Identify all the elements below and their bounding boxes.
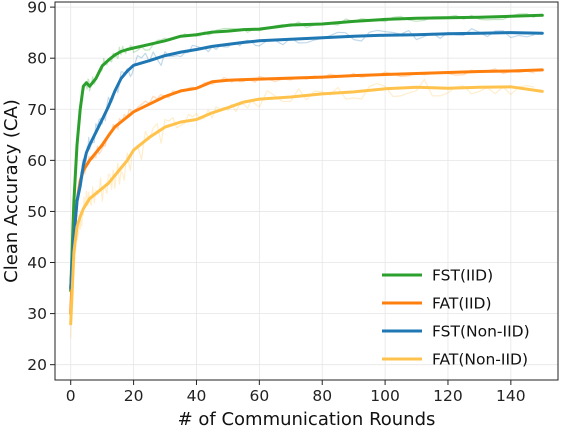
x-tick-label: 60	[249, 387, 269, 405]
series-raw-trace	[70, 78, 535, 339]
series-line	[69, 85, 544, 326]
y-tick-label: 40	[27, 254, 47, 272]
x-axis-ticks: 0 20 40 60 80 100 120 140	[66, 380, 526, 405]
x-tick-label: 80	[312, 387, 332, 405]
y-tick-label: 20	[27, 356, 47, 374]
series-line	[69, 13, 544, 293]
x-tick-label: 0	[66, 387, 76, 405]
x-tick-label: 20	[124, 387, 144, 405]
x-tick-label: 100	[370, 387, 400, 405]
y-tick-label: 30	[27, 305, 47, 323]
legend-label: FAT(Non-IID)	[432, 351, 528, 369]
legend-label: FAT(IID)	[432, 295, 492, 313]
series-line	[69, 68, 544, 316]
plot-frame	[54, 1, 559, 381]
series-line	[69, 31, 544, 290]
y-tick-label: 60	[27, 152, 47, 170]
x-tick-label: 140	[496, 387, 526, 405]
x-axis-label: # of Communication Rounds	[178, 409, 436, 430]
legend: FST(IID) FAT(IID) FST(Non-IID) FAT(Non-IID)	[382, 267, 530, 369]
x-tick-label: 40	[187, 387, 207, 405]
y-tick-label: 70	[27, 101, 47, 119]
y-tick-label: 90	[27, 0, 47, 17]
y-tick-label: 80	[27, 50, 47, 68]
y-axis-label: Clean Accuracy (CA)	[1, 99, 22, 283]
legend-label: FST(Non-IID)	[432, 323, 530, 341]
series-raw-trace	[70, 13, 535, 291]
y-axis-ticks: 20 30 40 50 60 70 80 90	[27, 0, 55, 374]
x-tick-label: 120	[433, 387, 463, 405]
legend-label: FST(IID)	[432, 267, 493, 285]
grid-lines	[55, 2, 558, 380]
series-raw-trace	[70, 28, 535, 296]
y-tick-label: 50	[27, 203, 47, 221]
series-group	[69, 13, 544, 326]
